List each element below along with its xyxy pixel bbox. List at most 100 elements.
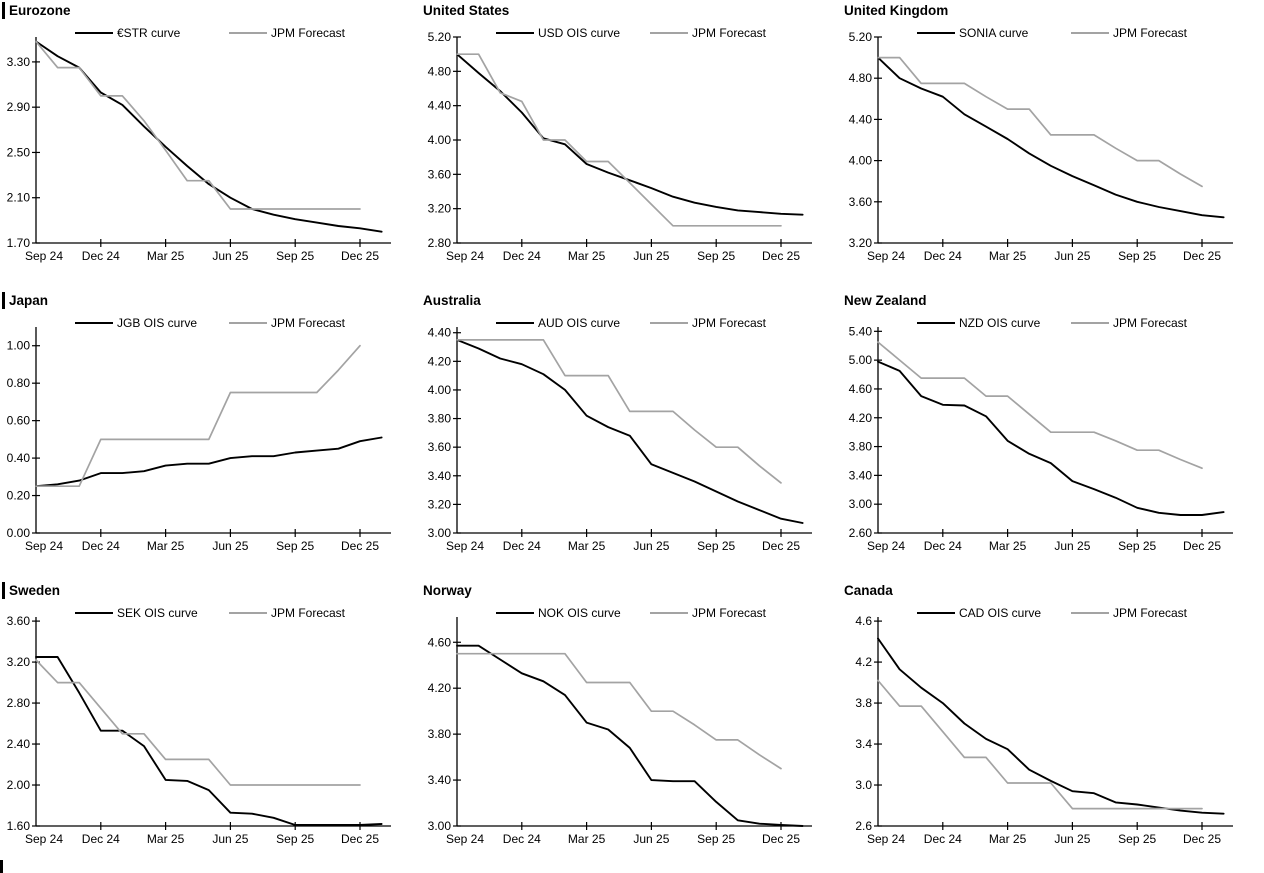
x-tick-label: Sep 24 bbox=[867, 539, 905, 553]
y-tick-label: 5.20 bbox=[428, 30, 452, 44]
x-tick-label: Dec 24 bbox=[503, 832, 541, 846]
legend-forecast-label: JPM Forecast bbox=[692, 606, 767, 620]
chart-title-row: Canada bbox=[842, 581, 893, 599]
series-line-ois bbox=[456, 338, 804, 524]
legend-forecast-label: JPM Forecast bbox=[692, 316, 767, 330]
x-tick-label: Dec 24 bbox=[924, 832, 962, 846]
y-tick-label: 2.90 bbox=[7, 100, 31, 114]
y-tick-label: 4.00 bbox=[428, 383, 452, 397]
title-bar bbox=[2, 581, 5, 599]
series-line-ois bbox=[35, 40, 383, 233]
chart-cell-norway: Norway 3.00 3.40 3.80 4.20 4.60 Sep 24 Dec 24 Ma… bbox=[421, 580, 842, 873]
y-tick-label: 0.00 bbox=[7, 526, 31, 540]
y-tick-label: 2.40 bbox=[7, 737, 31, 751]
y-tick-label: 3.30 bbox=[7, 55, 31, 69]
legend-forecast-label: JPM Forecast bbox=[271, 26, 346, 40]
chart-title: New Zealand bbox=[844, 292, 927, 308]
x-tick-label: Sep 24 bbox=[446, 832, 484, 846]
chart-plot-sweden: 1.60 2.00 2.40 2.80 3.20 3.60 Sep 24 Dec 24 Mar … bbox=[7, 606, 391, 846]
series-line-ois bbox=[456, 644, 804, 827]
x-tick-label: Sep 24 bbox=[867, 832, 905, 846]
y-tick-label: 3.60 bbox=[7, 614, 31, 628]
x-tick-label: Jun 25 bbox=[633, 539, 669, 553]
series-line-forecast bbox=[456, 53, 782, 227]
chart-title: Eurozone bbox=[9, 2, 71, 18]
legend-ois-label: SONIA curve bbox=[959, 26, 1029, 40]
x-tick-label: Mar 25 bbox=[568, 249, 606, 263]
chart-title: Australia bbox=[423, 292, 481, 308]
y-tick-label: 4.80 bbox=[849, 71, 873, 85]
x-tick-label: Jun 25 bbox=[1054, 539, 1090, 553]
y-tick-label: 3.80 bbox=[428, 727, 452, 741]
x-tick-label: Sep 24 bbox=[25, 539, 63, 553]
x-tick-label: Mar 25 bbox=[568, 539, 606, 553]
y-tick-label: 3.00 bbox=[428, 526, 452, 540]
x-tick-label: Sep 25 bbox=[697, 249, 735, 263]
y-tick-label: 3.40 bbox=[849, 468, 873, 482]
x-tick-label: Sep 24 bbox=[25, 832, 63, 846]
series-line-ois bbox=[35, 656, 383, 826]
x-tick-label: Sep 24 bbox=[446, 539, 484, 553]
y-tick-label: 3.20 bbox=[849, 236, 873, 250]
x-tick-label: Dec 24 bbox=[503, 249, 541, 263]
x-tick-label: Dec 25 bbox=[1183, 832, 1221, 846]
legend-forecast-label: JPM Forecast bbox=[1113, 606, 1188, 620]
chart-title-row: Sweden bbox=[0, 581, 60, 599]
legend-ois-label: USD OIS curve bbox=[538, 26, 620, 40]
chart-cell-sweden: Sweden 1.60 2.00 2.40 2.80 3.20 3.60 Sep 24 Dec … bbox=[0, 580, 421, 873]
y-tick-label: 3.40 bbox=[428, 773, 452, 787]
y-tick-label: 2.6 bbox=[855, 819, 872, 833]
legend-forecast-label: JPM Forecast bbox=[1113, 316, 1188, 330]
x-tick-label: Mar 25 bbox=[989, 249, 1027, 263]
chart-title: United Kingdom bbox=[844, 2, 949, 18]
series-line-forecast bbox=[35, 40, 361, 210]
legend-ois-label: NZD OIS curve bbox=[959, 316, 1041, 330]
legend-forecast-label: JPM Forecast bbox=[271, 316, 346, 330]
legend-ois-label: €STR curve bbox=[117, 26, 181, 40]
series-line-forecast bbox=[877, 341, 1203, 470]
chart-title-row: Japan bbox=[0, 291, 48, 309]
x-tick-label: Dec 24 bbox=[82, 249, 120, 263]
x-tick-label: Jun 25 bbox=[212, 249, 248, 263]
y-tick-label: 3.20 bbox=[428, 202, 452, 216]
x-tick-label: Sep 24 bbox=[446, 249, 484, 263]
legend-ois-label: JGB OIS curve bbox=[117, 316, 197, 330]
y-tick-label: 5.40 bbox=[849, 324, 873, 338]
y-tick-label: 4.40 bbox=[428, 326, 452, 340]
x-tick-label: Mar 25 bbox=[989, 832, 1027, 846]
x-tick-label: Sep 24 bbox=[867, 249, 905, 263]
y-tick-label: 0.60 bbox=[7, 414, 31, 428]
x-tick-label: Sep 25 bbox=[276, 249, 314, 263]
x-tick-label: Mar 25 bbox=[147, 539, 185, 553]
y-tick-label: 4.20 bbox=[428, 681, 452, 695]
y-tick-label: 1.00 bbox=[7, 339, 31, 353]
y-tick-label: 4.80 bbox=[428, 64, 452, 78]
y-tick-label: 3.0 bbox=[855, 778, 872, 792]
y-tick-label: 5.20 bbox=[849, 30, 873, 44]
x-tick-label: Sep 25 bbox=[697, 539, 735, 553]
chart-plot-united-states: 2.80 3.20 3.60 4.00 4.40 4.80 5.20 Sep 24 Dec 24… bbox=[428, 26, 812, 263]
series-line-ois bbox=[35, 436, 383, 488]
y-tick-label: 0.20 bbox=[7, 489, 31, 503]
chart-plot-canada: 2.6 3.0 3.4 3.8 4.2 4.6 Sep 24 Dec 24 Mar 25 Jun … bbox=[855, 606, 1233, 846]
x-tick-label: Jun 25 bbox=[633, 249, 669, 263]
x-tick-label: Dec 25 bbox=[341, 832, 379, 846]
y-tick-label: 3.80 bbox=[849, 440, 873, 454]
y-tick-label: 0.80 bbox=[7, 376, 31, 390]
y-tick-label: 4.00 bbox=[428, 133, 452, 147]
y-tick-label: 3.00 bbox=[849, 497, 873, 511]
chart-title: Canada bbox=[844, 582, 893, 598]
legend-ois-label: NOK OIS curve bbox=[538, 606, 621, 620]
chart-title-row: Eurozone bbox=[0, 1, 71, 19]
chart-title: Japan bbox=[9, 292, 49, 308]
x-tick-label: Jun 25 bbox=[633, 832, 669, 846]
y-tick-label: 2.60 bbox=[849, 526, 873, 540]
x-tick-label: Sep 25 bbox=[276, 539, 314, 553]
series-line-forecast bbox=[35, 659, 361, 786]
y-tick-label: 3.40 bbox=[428, 469, 452, 483]
x-tick-label: Dec 25 bbox=[762, 539, 800, 553]
y-tick-label: 0.40 bbox=[7, 451, 31, 465]
chart-cell-eurozone: Eurozone 1.70 2.10 2.50 2.90 3.30 Sep 24 Dec 24… bbox=[0, 0, 421, 290]
chart-cell-japan: Japan 0.00 0.20 0.40 0.60 0.80 1.00 Sep 24 Dec 2… bbox=[0, 290, 421, 580]
series-line-forecast bbox=[877, 679, 1203, 810]
